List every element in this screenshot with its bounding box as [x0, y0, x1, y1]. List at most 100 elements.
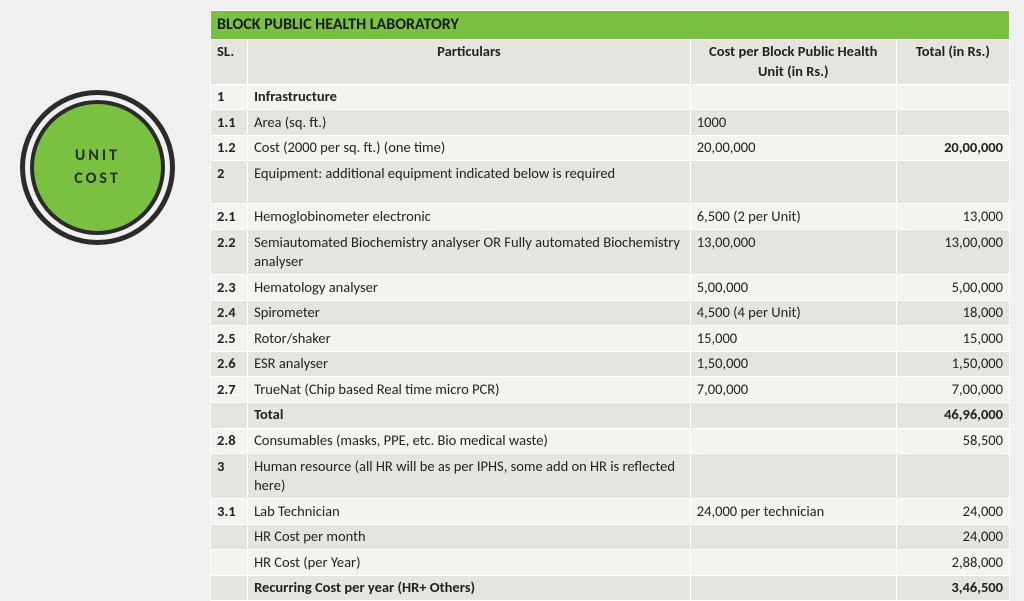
cell-particulars: HR Cost per month: [248, 524, 691, 550]
cell-total: [896, 84, 1009, 110]
header-total: Total (in Rs.): [896, 39, 1009, 84]
cell-sl: 2.8: [211, 428, 248, 454]
table-row: 2.5Rotor/shaker15,00015,000: [211, 326, 1010, 352]
cell-particulars: Hemoglobinometer electronic: [248, 204, 691, 230]
cell-cost: [690, 575, 896, 601]
table-row: Total 46,96,000: [211, 402, 1010, 428]
cell-cost: 7,00,000: [690, 377, 896, 403]
cell-total: 1,50,000: [896, 351, 1009, 377]
unit-cost-badge: UNIT COST: [20, 90, 175, 245]
cell-particulars: Spirometer: [248, 300, 691, 326]
cell-particulars: Area (sq. ft.): [248, 110, 691, 136]
cell-particulars: Total: [248, 402, 691, 428]
cell-sl: 2.7: [211, 377, 248, 403]
cell-sl: 2.4: [211, 300, 248, 326]
cell-sl: [211, 575, 248, 601]
cell-total: 24,000: [896, 524, 1009, 550]
cell-particulars: Equipment: additional equipment indicate…: [248, 161, 691, 204]
cell-particulars: Human resource (all HR will be as per IP…: [248, 454, 691, 499]
cell-total: [896, 161, 1009, 204]
cell-particulars: Semiautomated Biochemistry analyser OR F…: [248, 230, 691, 275]
cell-sl: 3: [211, 454, 248, 499]
cell-sl: 2.3: [211, 275, 248, 301]
table-title-row: BLOCK PUBLIC HEALTH LABORATORY: [211, 11, 1010, 40]
cell-cost: 4,500 (4 per Unit): [690, 300, 896, 326]
table-row: 3.1Lab Technician24,000 per technician24…: [211, 499, 1010, 525]
badge-line2: COST: [74, 169, 121, 188]
cell-cost: [690, 402, 896, 428]
cell-cost: 6,500 (2 per Unit): [690, 204, 896, 230]
header-cost: Cost per Block Public Health Unit (in Rs…: [690, 39, 896, 84]
cell-cost: [690, 550, 896, 576]
cell-total: 58,500: [896, 428, 1009, 454]
cell-particulars: Rotor/shaker: [248, 326, 691, 352]
table-row: 1Infrastructure: [211, 84, 1010, 110]
cell-total: 46,96,000: [896, 402, 1009, 428]
cell-particulars: ESR analyser: [248, 351, 691, 377]
badge-text: UNIT COST: [74, 145, 121, 190]
table-header-row: SL. Particulars Cost per Block Public He…: [211, 39, 1010, 84]
badge-face: UNIT COST: [34, 104, 161, 231]
cell-particulars: Cost (2000 per sq. ft.) (one time): [248, 135, 691, 161]
cell-particulars: Consumables (masks, PPE, etc. Bio medica…: [248, 428, 691, 454]
cell-sl: [211, 550, 248, 576]
table-row: 1.2Cost (2000 per sq. ft.) (one time)20,…: [211, 135, 1010, 161]
cell-sl: 1.1: [211, 110, 248, 136]
cell-particulars: Hematology analyser: [248, 275, 691, 301]
cell-sl: 2: [211, 161, 248, 204]
table-row: 2.6ESR analyser1,50,0001,50,000: [211, 351, 1010, 377]
cell-cost: [690, 454, 896, 499]
cell-cost: 5,00,000: [690, 275, 896, 301]
header-sl: SL.: [211, 39, 248, 84]
cell-particulars: HR Cost (per Year): [248, 550, 691, 576]
cell-cost: 24,000 per technician: [690, 499, 896, 525]
cell-sl: 2.2: [211, 230, 248, 275]
table-row: HR Cost (per Year) 2,88,000: [211, 550, 1010, 576]
cell-cost: 20,00,000: [690, 135, 896, 161]
cell-total: 3,46,500: [896, 575, 1009, 601]
header-particulars: Particulars: [248, 39, 691, 84]
cell-sl: 2.1: [211, 204, 248, 230]
cell-total: 13,00,000: [896, 230, 1009, 275]
cell-total: 24,000: [896, 499, 1009, 525]
cell-particulars: TrueNat (Chip based Real time micro PCR): [248, 377, 691, 403]
cell-sl: 1.2: [211, 135, 248, 161]
table-row: 2.2Semiautomated Biochemistry analyser O…: [211, 230, 1010, 275]
table-row: 1.1Area (sq. ft.)1000: [211, 110, 1010, 136]
cell-sl: 2.6: [211, 351, 248, 377]
table-title: BLOCK PUBLIC HEALTH LABORATORY: [211, 11, 1010, 40]
cost-table: BLOCK PUBLIC HEALTH LABORATORY SL. Parti…: [210, 10, 1010, 601]
cell-total: 7,00,000: [896, 377, 1009, 403]
table-row: 3Human resource (all HR will be as per I…: [211, 454, 1010, 499]
cell-total: 13,000: [896, 204, 1009, 230]
table-row: 2Equipment: additional equipment indicat…: [211, 161, 1010, 204]
cell-sl: 2.5: [211, 326, 248, 352]
table-row: 2.7TrueNat (Chip based Real time micro P…: [211, 377, 1010, 403]
cost-table-container: BLOCK PUBLIC HEALTH LABORATORY SL. Parti…: [210, 10, 1010, 601]
cell-cost: 15,000: [690, 326, 896, 352]
table-row: 2.8Consumables (masks, PPE, etc. Bio med…: [211, 428, 1010, 454]
cell-sl: [211, 524, 248, 550]
cell-cost: [690, 84, 896, 110]
cell-sl: 1: [211, 84, 248, 110]
cell-cost: [690, 428, 896, 454]
cell-particulars: Recurring Cost per year (HR+ Others): [248, 575, 691, 601]
cell-cost: 1000: [690, 110, 896, 136]
table-row: 2.4Spirometer4,500 (4 per Unit)18,000: [211, 300, 1010, 326]
cell-total: 18,000: [896, 300, 1009, 326]
cell-total: 2,88,000: [896, 550, 1009, 576]
cell-total: [896, 454, 1009, 499]
cell-sl: 3.1: [211, 499, 248, 525]
cell-total: 20,00,000: [896, 135, 1009, 161]
cell-particulars: Infrastructure: [248, 84, 691, 110]
cell-total: 15,000: [896, 326, 1009, 352]
table-row: 2.1Hemoglobinometer electronic6,500 (2 p…: [211, 204, 1010, 230]
cell-total: 5,00,000: [896, 275, 1009, 301]
table-row: HR Cost per month 24,000: [211, 524, 1010, 550]
cell-cost: [690, 524, 896, 550]
cell-sl: [211, 402, 248, 428]
cell-total: [896, 110, 1009, 136]
table-row: Recurring Cost per year (HR+ Others) 3,46…: [211, 575, 1010, 601]
table-row: 2.3Hematology analyser5,00,0005,00,000: [211, 275, 1010, 301]
cell-cost: [690, 161, 896, 204]
